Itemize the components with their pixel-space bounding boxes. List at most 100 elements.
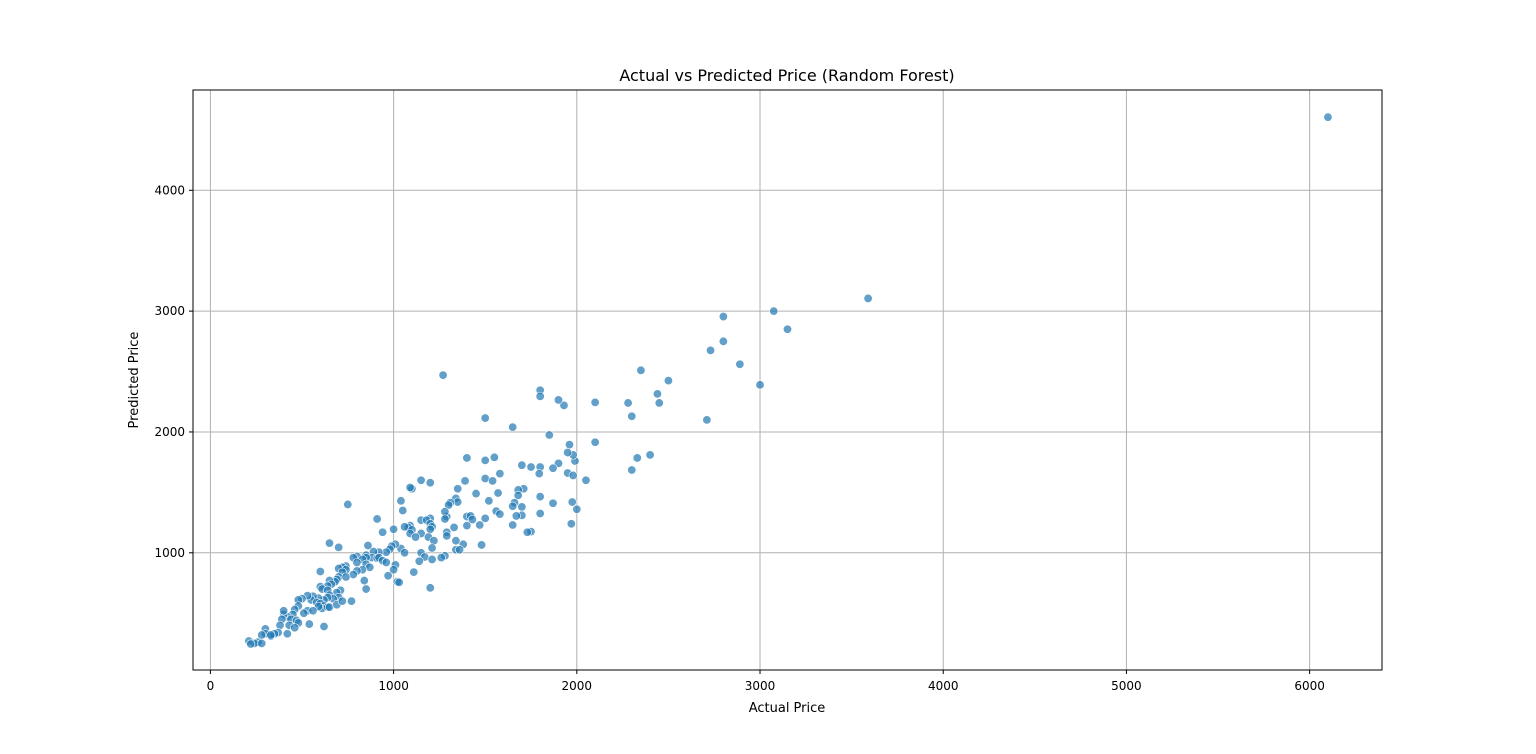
scatter-point [442,531,452,541]
scatter-point [480,413,490,423]
scatter-point [462,453,472,463]
scatter-point [352,557,362,567]
scatter-point [590,397,600,407]
y-axis-ticks: 1000 2000 3000 4000 [154,183,193,560]
scatter-point [636,365,646,375]
scatter-point [266,630,276,640]
scatter-point [535,492,545,502]
scatter-point [535,509,545,519]
y-tick-label: 3000 [154,304,185,318]
x-tick-label: 3000 [745,679,776,693]
x-tick-label: 5000 [1111,679,1142,693]
scatter-point [548,463,558,473]
scatter-point [341,572,351,582]
x-tick-label: 4000 [928,679,959,693]
scatter-point [654,398,664,408]
scatter-point [471,489,481,499]
scatter-point [440,514,450,524]
y-axis-label: Predicted Price [127,332,142,429]
scatter-point [559,400,569,410]
y-tick-label: 1000 [154,546,185,560]
scatter-point [449,522,459,532]
scatter-point [511,511,521,521]
scatter-point [863,293,873,303]
scatter-point [414,556,424,566]
scatter-point [567,497,577,507]
scatter-point [735,359,745,369]
scatter-point [381,557,391,567]
scatter-point [427,543,437,553]
scatter-point [706,345,716,355]
scatter-point [319,621,329,631]
scatter-point [400,548,410,558]
scatter-point [425,478,435,488]
scatter-point [627,411,637,421]
scatter-point [572,504,582,514]
scatter-point [455,545,465,555]
scatter-point [652,389,662,399]
scatter-point [475,520,485,530]
scatter-point [308,606,318,616]
x-tick-label: 2000 [562,679,593,693]
scatter-point [246,639,256,649]
scatter-point [553,395,563,405]
scatter-point [663,376,673,386]
scatter-point [484,496,494,506]
scatter-point [409,567,419,577]
scatter-point [563,447,573,457]
scatter-point [488,476,498,486]
scatter-point [396,496,406,506]
x-tick-label: 0 [207,679,215,693]
y-tick-label: 2000 [154,425,185,439]
scatter-point [489,452,499,462]
scatter-point [769,306,779,316]
scatter-point [508,501,518,511]
scatter-point [718,336,728,346]
scatter-point [359,576,369,586]
scatter-point [495,469,505,479]
scatter-point [623,398,633,408]
scatter-point [590,437,600,447]
scatter-point [304,619,314,629]
scatter-point [363,541,373,551]
scatter-point [1323,112,1333,122]
scatter-point [394,577,404,587]
scatter-point [568,470,578,480]
scatter-point [493,488,503,498]
scatter-point [508,422,518,432]
scatter-point [782,324,792,334]
scatter-point [460,476,470,486]
scatter-point [534,469,544,479]
scatter-point [299,608,309,618]
scatter-point [526,462,536,472]
scatter-point [438,370,448,380]
scatter-point [535,391,545,401]
scatter-point [513,490,523,500]
scatter-point [343,499,353,509]
scatter-point [702,415,712,425]
scatter-point [378,527,388,537]
scatter-point [522,527,532,537]
scatter-point [548,498,558,508]
scatter-point [755,380,765,390]
scatter-point [334,542,344,552]
scatter-point [517,502,527,512]
scatter-point [389,565,399,575]
scatter-point [462,521,472,531]
x-axis-label: Actual Price [749,701,826,716]
scatter-point [451,536,461,546]
scatter-point [495,509,505,519]
scatter-point [645,450,655,460]
scatter-point [383,571,393,581]
scatter-point [480,513,490,523]
plot-area-frame [192,89,1383,671]
scatter-point [315,567,325,577]
scatter-point [467,515,477,525]
scatter-point [581,475,591,485]
scatter-point [361,584,371,594]
scatter-point [564,440,574,450]
x-axis-ticks: 0 1000 2000 3000 4000 5000 6000 [207,670,1325,693]
scatter-point [405,483,415,493]
